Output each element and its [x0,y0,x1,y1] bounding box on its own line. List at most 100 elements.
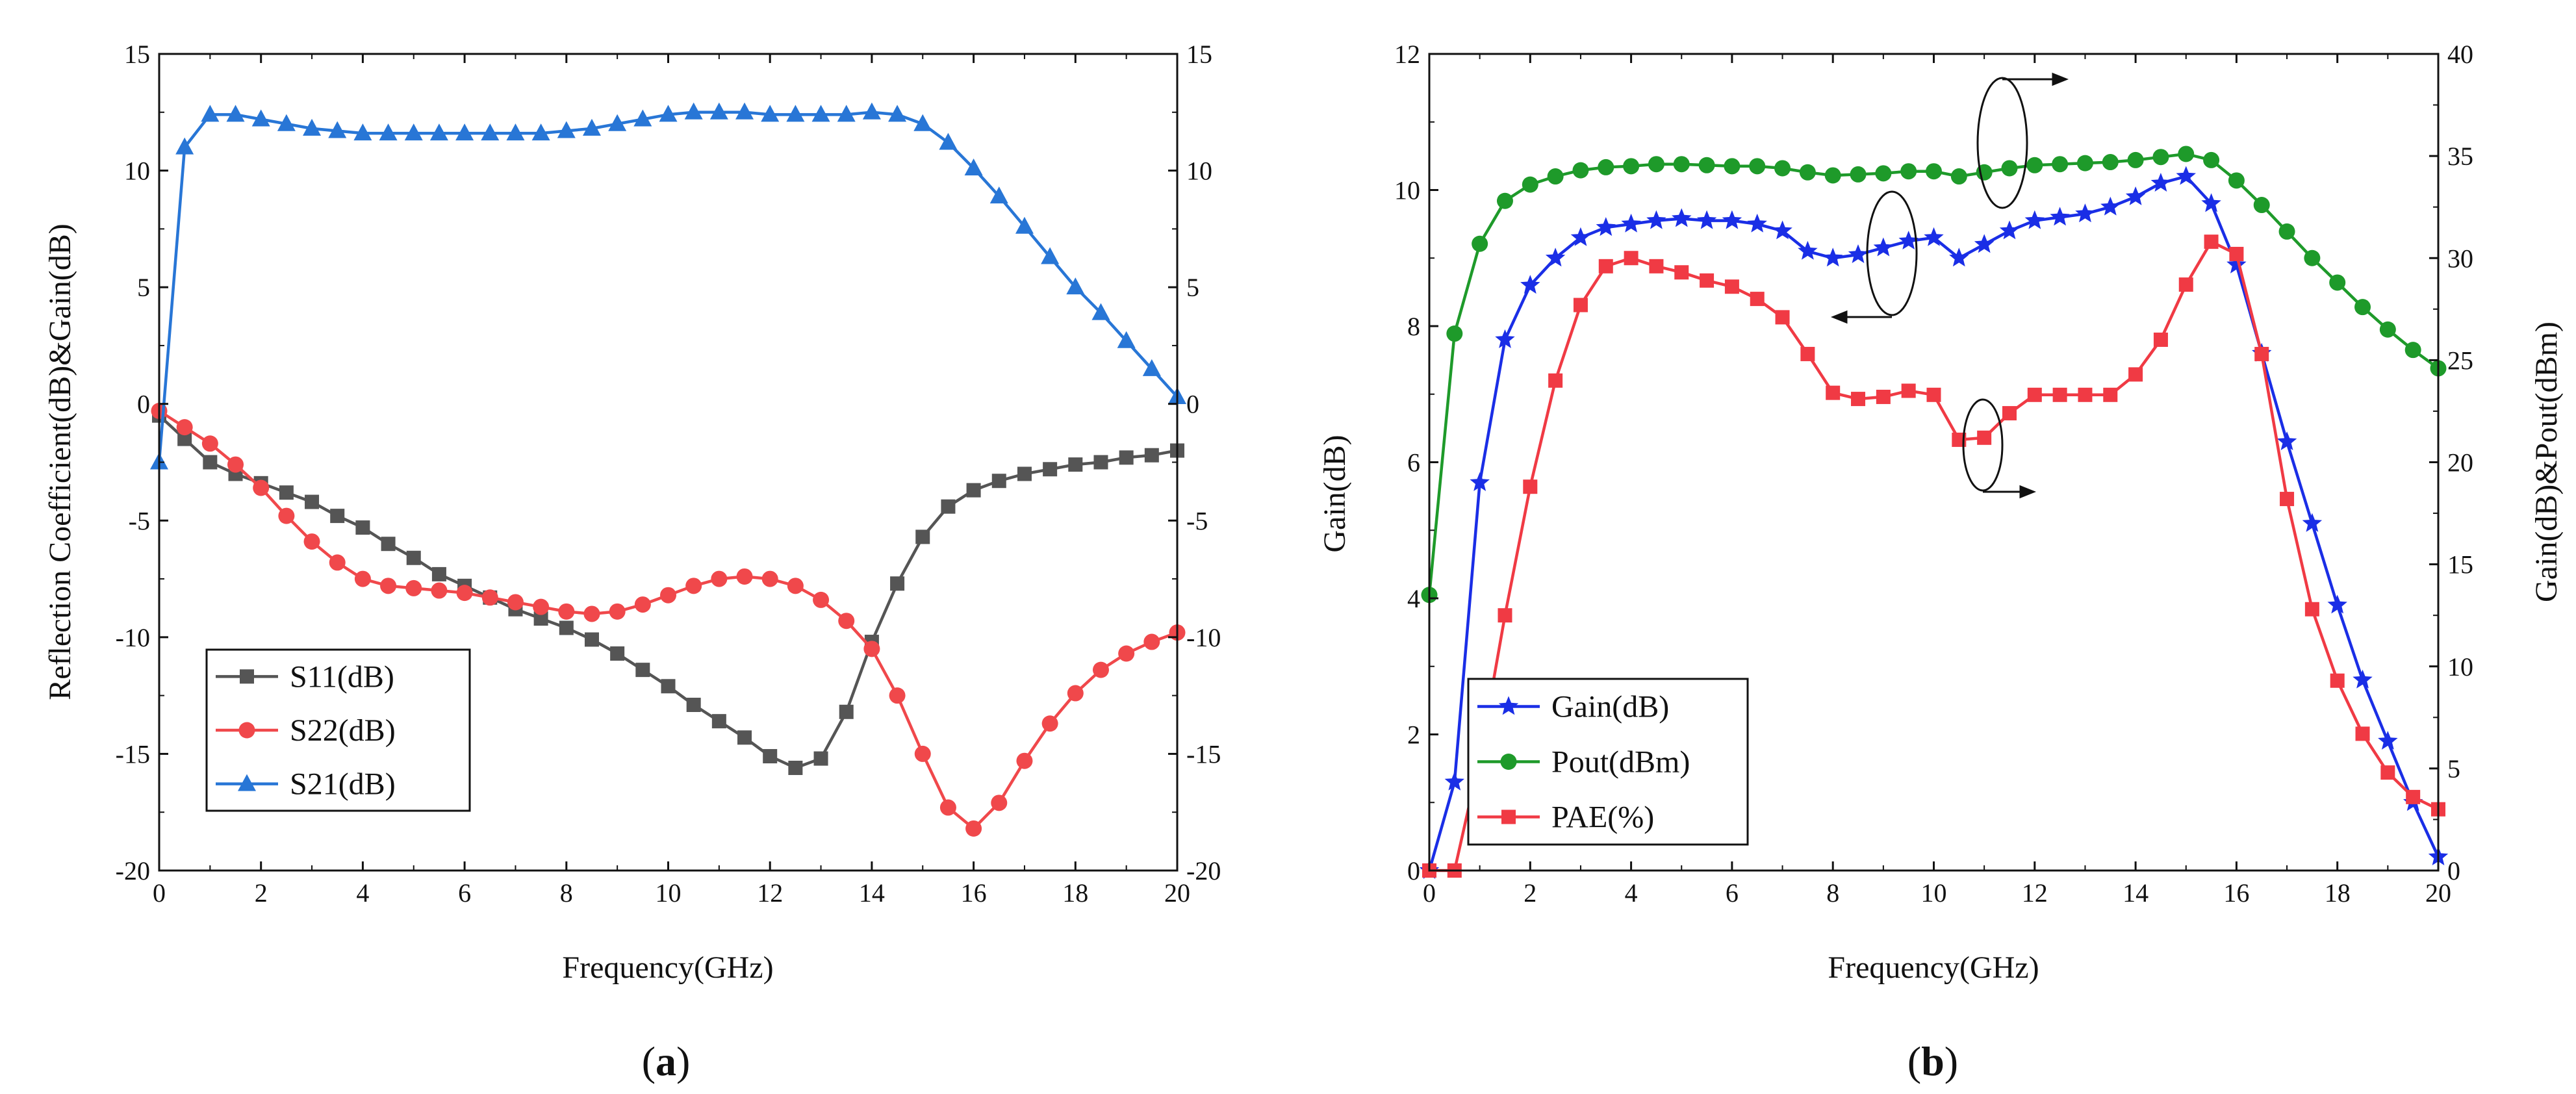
data-point-pout-dbm [2127,151,2144,168]
data-point-s11-db [279,485,294,500]
data-point-s21-db [251,109,270,127]
data-point-pae [1926,387,1941,402]
data-point-s22-db [1143,633,1160,650]
data-point-s21-db [633,109,652,127]
y2-tick-label: 5 [1186,273,1199,302]
data-point-s22-db [1092,661,1109,678]
data-point-s21-db [201,105,220,122]
legend-label-s21-db: S21(dB) [290,767,396,802]
data-point-s21-db [761,105,780,122]
x-tick-label: 8 [560,878,573,908]
data-point-s22-db [736,568,753,585]
data-point-pout-dbm [2026,157,2043,173]
data-point-pout-dbm [2152,149,2169,166]
data-point-s21-db [709,102,728,120]
data-point-s11-db [686,698,701,713]
data-point-s11-db [839,704,854,719]
x-tick-label: 14 [859,878,885,908]
data-point-s11-db [584,632,599,647]
y-tick-label: 10 [1394,176,1420,205]
panel-a-legend: S11(dB) S22(dB) S21(dB) [205,648,471,812]
data-point-pae [2380,765,2395,780]
y-tick-label: 0 [137,390,150,419]
y-tick-label: -10 [116,623,150,652]
data-point-s21-db [582,118,601,136]
data-point-s22-db [456,585,473,602]
data-point-pout-dbm [2404,342,2421,359]
data-point-pae [2002,406,2017,421]
data-point-pout-dbm [1875,165,1892,182]
data-point-s21-db [811,105,830,122]
data-point-gain-db [2302,513,2323,532]
data-point-gain-db [1596,217,1616,236]
panel-a-y-axis-title: Reflection Coefficient(dB)&Gain(dB) [43,223,77,700]
data-point-pae [2204,235,2219,249]
data-point-pae [1523,479,1538,494]
data-point-s22-db [609,603,626,620]
y2-tick-label: 30 [2447,244,2473,273]
data-point-s22-db [965,820,982,837]
data-point-s11-db [1043,462,1058,477]
x-tick-label: 0 [153,878,166,908]
data-point-s11-db [737,730,752,745]
data-point-s11-db [1119,450,1134,465]
data-point-s22-db [761,570,778,587]
pout-right-axis-arrowhead [2052,72,2069,86]
x-tick-label: 2 [255,878,268,908]
data-point-gain-db [2125,186,2146,205]
data-point-pae [2103,387,2118,402]
data-point-s21-db [837,105,856,122]
data-point-gain-db [1545,248,1566,267]
data-point-pae [1624,251,1639,266]
data-point-s21-db [989,186,1008,204]
data-point-s21-db [404,123,423,141]
data-point-pout-dbm [1698,157,1715,173]
y-tick-label: 6 [1407,448,1420,477]
x-tick-label: 16 [961,878,987,908]
y2-tick-label: 20 [2447,448,2473,477]
data-point-gain-db [1570,227,1591,246]
data-point-pout-dbm [2052,156,2069,173]
data-point-s21-db [175,137,194,155]
y2-tick-label: -10 [1186,623,1221,652]
data-point-s11-db [763,749,778,764]
legend-label-pae: PAE(%) [1551,800,1654,835]
panel-a-label: (a) [642,1038,691,1084]
data-point-gain-db [2024,210,2045,229]
y-tick-label: 10 [124,157,150,186]
data-point-pout-dbm [1673,156,1690,173]
data-point-gain-db [1848,244,1868,263]
data-point-pout-dbm [2102,154,2119,171]
data-point-s21-db [888,105,907,122]
data-point-gain-db [2226,254,2247,274]
y2-tick-label: -15 [1186,739,1221,769]
data-point-s21-db [429,123,448,141]
x-tick-label: 10 [656,878,682,908]
data-point-s21-db [506,123,525,141]
data-point-pout-dbm [1623,158,1640,175]
data-point-s22-db [253,479,270,496]
data-point-pae [2052,387,2067,402]
data-point-pae [2304,602,2319,617]
data-point-gain-db [2050,207,2070,226]
data-point-pae [2355,726,2370,741]
data-point-s22-db [533,598,550,615]
data-point-pae [2254,346,2269,361]
data-point-s22-db [380,578,397,594]
data-point-s21-db [608,114,627,131]
data-point-pae [2330,673,2345,688]
data-point-s21-db [939,133,958,150]
y-tick-label: 0 [1407,856,1420,885]
panel-a-ticks: 0 2 4 6 8 10 12 14 16 18 20-20-15-10-5051015-20-15… [116,40,1221,908]
data-point-gain-db [2276,431,2297,450]
data-point-pout-dbm [1572,162,1589,179]
data-point-pae [2153,332,2168,347]
y-tick-label: 5 [137,273,150,302]
data-point-pae [2027,387,2042,402]
data-point-gain-db [2327,594,2347,614]
data-point-gain-db [1999,220,2020,240]
data-point-s22-db [481,589,498,606]
y-tick-label: -5 [129,506,150,535]
data-point-pae [1977,430,1992,445]
